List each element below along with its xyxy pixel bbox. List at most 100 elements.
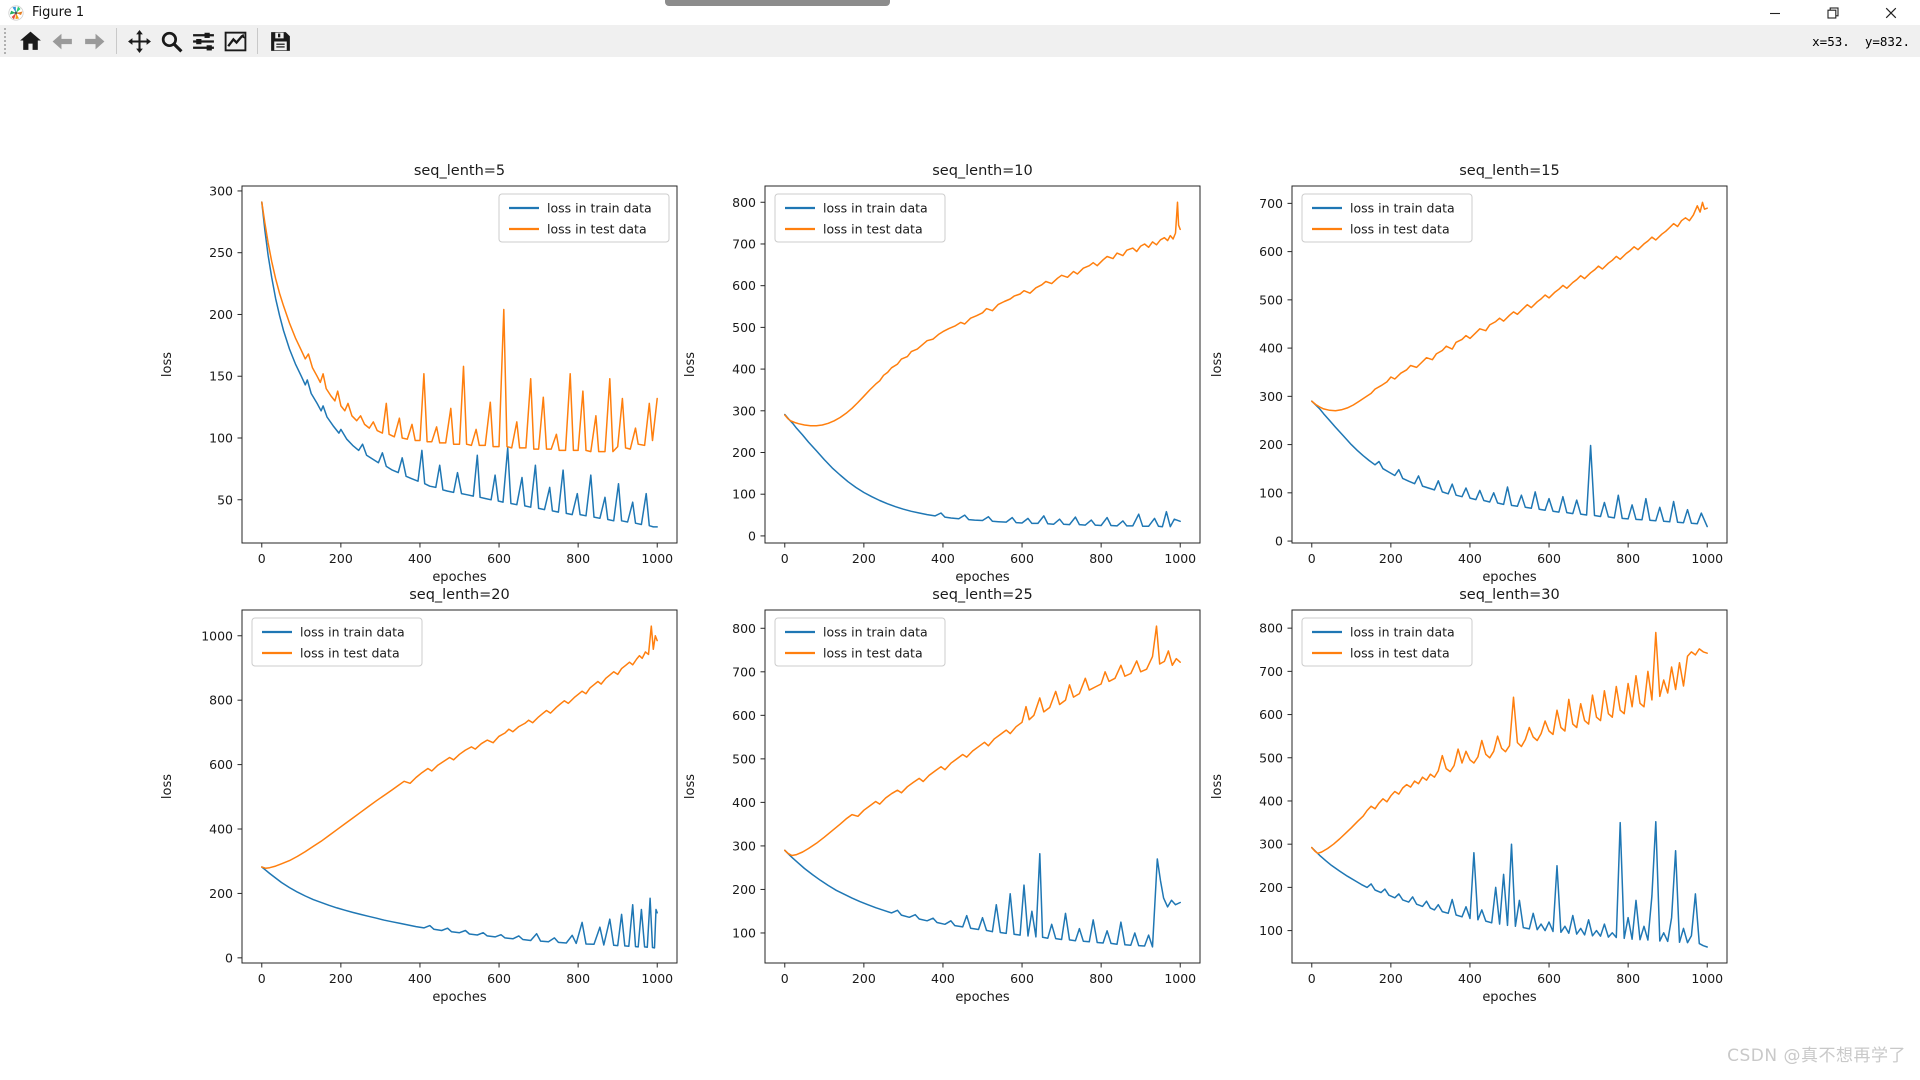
svg-text:600: 600 [1010, 551, 1034, 566]
svg-text:400: 400 [408, 551, 432, 566]
svg-text:epoches: epoches [1482, 990, 1537, 1005]
svg-text:loss: loss [683, 352, 698, 377]
edit-axis-icon [224, 31, 246, 51]
subplot-seq-lenth-15[interactable]: seq_lenth=15 0 100 200 300 400 500 600 700 0 200 40… [1207, 151, 1741, 598]
svg-text:0: 0 [781, 971, 789, 986]
svg-text:loss in train data: loss in train data [300, 625, 405, 640]
svg-text:loss in test data: loss in test data [1350, 646, 1450, 661]
svg-text:1000: 1000 [1164, 971, 1196, 986]
svg-text:600: 600 [209, 757, 233, 772]
save-icon [270, 31, 290, 51]
svg-text:400: 400 [1458, 971, 1482, 986]
svg-text:1000: 1000 [641, 551, 673, 566]
svg-text:400: 400 [1259, 793, 1283, 808]
svg-text:loss in train data: loss in train data [1350, 625, 1455, 640]
svg-text:0: 0 [1275, 534, 1283, 549]
forward-button[interactable] [79, 26, 109, 56]
restore-icon [1827, 6, 1839, 19]
svg-text:loss: loss [683, 774, 698, 799]
svg-text:seq_lenth=10: seq_lenth=10 [932, 163, 1033, 179]
svg-text:epoches: epoches [432, 990, 487, 1005]
svg-text:loss in test data: loss in test data [300, 646, 400, 661]
svg-text:800: 800 [566, 551, 590, 566]
svg-text:500: 500 [732, 320, 756, 335]
close-button[interactable] [1862, 0, 1920, 25]
svg-text:0: 0 [225, 950, 233, 965]
configure-subplots-icon [192, 32, 214, 50]
maximize-restore-button[interactable] [1804, 0, 1862, 25]
subplot-seq-lenth-20[interactable]: seq_lenth=20 0 200 400 600 800 1000 0 200 400 600 8… [157, 575, 691, 1018]
svg-text:100: 100 [209, 431, 233, 446]
svg-text:600: 600 [732, 278, 756, 293]
toolbar-buttons [14, 26, 296, 56]
svg-text:200: 200 [329, 971, 353, 986]
title-bar[interactable]: Figure 1 [0, 0, 1920, 25]
subplot-seq-lenth-5[interactable]: seq_lenth=5 50 100 150 200 250 300 0 200 400 600 80… [157, 151, 691, 598]
figure-canvas[interactable]: seq_lenth=5 50 100 150 200 250 300 0 200 400 600 80… [0, 57, 1920, 1080]
svg-text:epoches: epoches [432, 570, 487, 585]
svg-text:250: 250 [209, 245, 233, 260]
svg-text:200: 200 [209, 307, 233, 322]
back-button[interactable] [47, 26, 77, 56]
svg-text:400: 400 [732, 795, 756, 810]
svg-text:600: 600 [1537, 971, 1561, 986]
svg-text:0: 0 [1308, 971, 1316, 986]
pan-button[interactable] [124, 26, 154, 56]
svg-text:500: 500 [732, 751, 756, 766]
svg-text:800: 800 [209, 693, 233, 708]
svg-text:seq_lenth=30: seq_lenth=30 [1459, 587, 1560, 603]
svg-text:0: 0 [258, 971, 266, 986]
svg-text:400: 400 [408, 971, 432, 986]
svg-text:800: 800 [732, 195, 756, 210]
svg-text:700: 700 [1259, 196, 1283, 211]
csdn-watermark: CSDN @真不想再学了 [1727, 1046, 1906, 1066]
svg-text:400: 400 [931, 971, 955, 986]
svg-text:100: 100 [1259, 923, 1283, 938]
subplot-seq-lenth-10[interactable]: seq_lenth=10 0 100 200 300 400 500 600 700 800 0 20… [680, 151, 1214, 598]
svg-text:100: 100 [1259, 485, 1283, 500]
svg-text:100: 100 [732, 487, 756, 502]
svg-text:700: 700 [732, 664, 756, 679]
svg-text:loss: loss [160, 352, 175, 377]
svg-text:epoches: epoches [955, 990, 1010, 1005]
svg-text:50: 50 [217, 492, 233, 507]
edit-axis-button[interactable] [220, 26, 250, 56]
subplot-seq-lenth-25[interactable]: seq_lenth=25 100 200 300 400 500 600 700 800 0 200… [680, 575, 1214, 1018]
svg-text:epoches: epoches [955, 570, 1010, 585]
save-button[interactable] [265, 26, 295, 56]
svg-text:300: 300 [1259, 389, 1283, 404]
svg-text:1000: 1000 [1691, 971, 1723, 986]
subplot-seq-lenth-30[interactable]: seq_lenth=30 100 200 300 400 500 600 700 800 0 200… [1207, 575, 1741, 1018]
svg-text:loss in train data: loss in train data [823, 201, 928, 216]
svg-text:0: 0 [1308, 551, 1316, 566]
zoom-button[interactable] [156, 26, 186, 56]
svg-text:800: 800 [1616, 971, 1640, 986]
svg-text:400: 400 [209, 822, 233, 837]
window-title: Figure 1 [32, 5, 85, 20]
svg-text:600: 600 [1259, 244, 1283, 259]
svg-text:loss in test data: loss in test data [823, 222, 923, 237]
toolbar-grip[interactable] [4, 28, 6, 54]
svg-text:200: 200 [852, 551, 876, 566]
coordinate-readout: x=53. y=832. [1812, 33, 1910, 49]
svg-text:300: 300 [732, 403, 756, 418]
svg-text:1000: 1000 [1164, 551, 1196, 566]
forward-icon [84, 33, 104, 49]
home-button[interactable] [15, 26, 45, 56]
pan-icon [127, 29, 151, 53]
svg-text:seq_lenth=20: seq_lenth=20 [409, 587, 510, 603]
svg-text:loss in test data: loss in test data [1350, 222, 1450, 237]
configure-subplots-button[interactable] [188, 26, 218, 56]
svg-text:800: 800 [1089, 551, 1113, 566]
svg-text:loss: loss [1210, 774, 1225, 799]
svg-text:400: 400 [1259, 341, 1283, 356]
svg-text:400: 400 [732, 362, 756, 377]
svg-text:200: 200 [732, 882, 756, 897]
svg-text:seq_lenth=15: seq_lenth=15 [1459, 163, 1560, 179]
minimize-button[interactable] [1746, 0, 1804, 25]
svg-text:200: 200 [1259, 880, 1283, 895]
svg-text:600: 600 [1259, 707, 1283, 722]
svg-text:1000: 1000 [641, 971, 673, 986]
toolbar-separator [257, 28, 258, 54]
